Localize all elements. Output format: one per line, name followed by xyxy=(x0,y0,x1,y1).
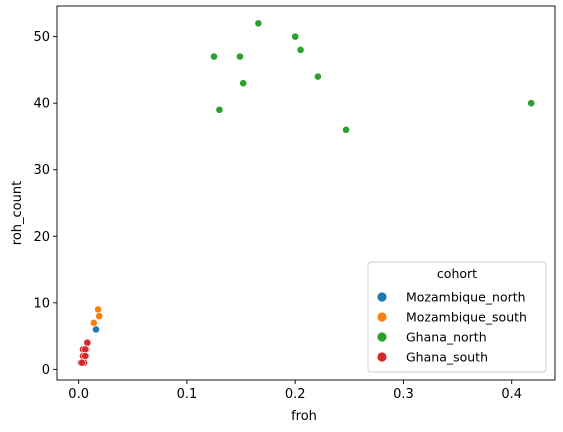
data-point xyxy=(527,99,536,108)
data-point xyxy=(81,345,90,354)
legend-marker xyxy=(377,352,387,362)
data-point xyxy=(215,105,224,114)
legend-marker xyxy=(377,292,387,302)
x-tick-label: 0.3 xyxy=(393,387,414,402)
legend-label: Ghana_north xyxy=(406,330,487,345)
legend: cohort Mozambique_north Mozambique_south Gh… xyxy=(367,261,547,373)
data-point xyxy=(236,52,244,61)
data-point xyxy=(314,72,322,81)
data-point xyxy=(94,305,103,314)
data-point xyxy=(89,318,98,327)
legend-label: Mozambique_north xyxy=(406,290,526,305)
data-point xyxy=(81,352,90,360)
y-tick-label: 20 xyxy=(33,230,50,245)
plot-area: 0.0 0.1 0.2 0.3 0.4 0 10 20 30 40 50 xyxy=(33,5,556,402)
x-axis-label: froh xyxy=(291,409,317,424)
legend-marker xyxy=(377,332,387,342)
x-tick-label: 0.1 xyxy=(177,387,198,402)
data-point xyxy=(78,358,86,367)
legend-title: cohort xyxy=(437,266,477,281)
legend-marker xyxy=(377,312,387,322)
y-axis-label: roh_count xyxy=(10,181,25,245)
y-tick-label: 0 xyxy=(42,363,50,378)
data-point xyxy=(210,52,218,61)
y-tick-label: 10 xyxy=(33,296,50,311)
x-tick-label: 0.2 xyxy=(285,387,306,402)
plot-frame xyxy=(56,5,556,381)
data-point xyxy=(342,125,350,134)
y-tick-label: 50 xyxy=(33,30,50,45)
legend-box xyxy=(367,261,547,373)
data-point xyxy=(239,79,248,88)
y-tick-label: 30 xyxy=(33,163,50,178)
legend-label: Mozambique_south xyxy=(406,310,527,325)
x-tick-label: 0.4 xyxy=(501,387,522,402)
legend-label: Ghana_south xyxy=(406,350,488,365)
x-tick-label: 0.0 xyxy=(68,387,89,402)
data-point xyxy=(254,19,263,28)
data-point xyxy=(83,338,92,347)
data-point xyxy=(291,32,300,41)
data-point xyxy=(92,325,100,334)
data-point xyxy=(296,46,305,54)
data-point xyxy=(95,312,104,321)
y-tick-label: 40 xyxy=(33,97,50,112)
